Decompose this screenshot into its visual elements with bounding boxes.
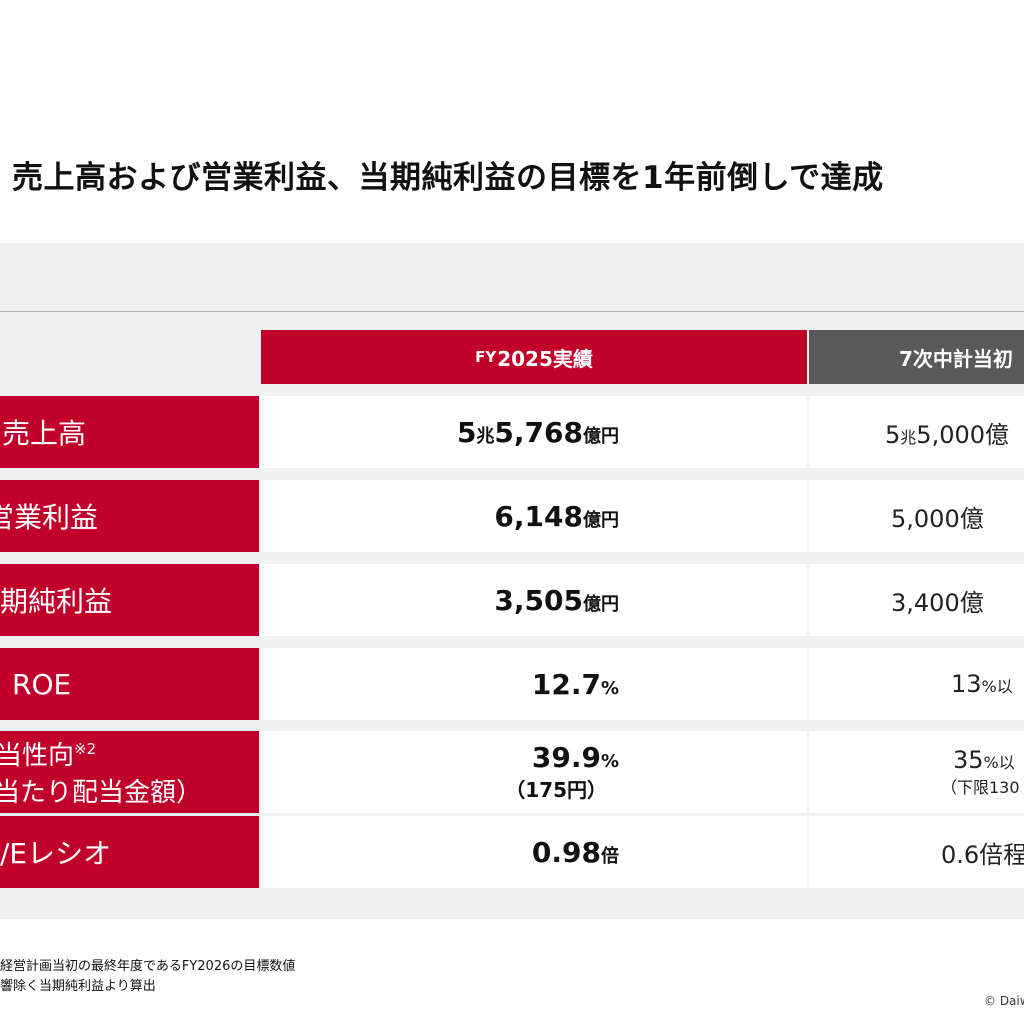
- value-text: 0.98倍: [531, 835, 619, 869]
- column-header-fy2025: FY 2025実績: [261, 330, 807, 384]
- target-text: 13%以: [951, 670, 1013, 698]
- row-label-roe: ROE: [0, 648, 259, 720]
- value-text: 12.7%: [531, 667, 619, 701]
- value-operating-income: 6,148億円: [261, 480, 807, 552]
- target-text: 3,400億: [891, 588, 984, 617]
- row-label-operating-income: 営業利益: [0, 480, 259, 552]
- target-operating-income: 5,000億: [809, 480, 1024, 552]
- column-header-plan: 7次中計当初: [809, 330, 1024, 384]
- target-payout-ratio: 35%以 （下限130: [809, 731, 1024, 813]
- target-roe: 13%以: [809, 648, 1024, 720]
- value-net-income: 3,505億円: [261, 564, 807, 636]
- target-subtext: （下限130: [941, 778, 1020, 797]
- value-text: 5兆5,768億円: [456, 415, 619, 449]
- row-label-text: /Eレシオ: [0, 837, 112, 870]
- header-main-label: 2025実績: [497, 346, 593, 371]
- row-label-text: ROE: [12, 667, 72, 701]
- target-net-income: 3,400億: [809, 564, 1024, 636]
- row-label-line1: 当性向※2: [0, 740, 97, 771]
- value-payout-ratio: 39.9% （175円）: [261, 731, 807, 813]
- row-label-text: 営業利益: [0, 501, 99, 534]
- dividend-per-share: （175円）: [505, 778, 607, 802]
- value-text: 3,505億円: [494, 583, 619, 617]
- row-label-line2: 当たり配当金額）: [0, 778, 203, 808]
- target-text: 35%以: [953, 746, 1015, 774]
- footnote-1: 経営計画当初の最終年度であるFY2026の目標数値: [0, 959, 296, 974]
- target-de-ratio: 0.6倍程: [809, 816, 1024, 888]
- target-sales: 5兆5,000億: [809, 396, 1024, 468]
- header-side-label: 7次中計当初: [899, 346, 1013, 371]
- row-label-de-ratio: /Eレシオ: [0, 816, 259, 888]
- page-title: 売上高および営業利益、当期純利益の目標を1年前倒しで達成: [12, 160, 884, 196]
- row-label-sales: 売上高: [0, 396, 259, 468]
- header-fy-prefix: FY: [475, 348, 497, 366]
- target-text: 5,000億: [891, 504, 984, 533]
- divider: [0, 311, 1024, 312]
- row-label-payout-ratio: 当性向※2 当たり配当金額）: [0, 731, 259, 813]
- value-de-ratio: 0.98倍: [261, 816, 807, 888]
- value-text: 39.9%: [531, 741, 619, 774]
- value-sales: 5兆5,768億円: [261, 396, 807, 468]
- target-text: 5兆5,000億: [885, 420, 1010, 449]
- row-label-text: 期純利益: [0, 585, 113, 618]
- row-label-net-income: 期純利益: [0, 564, 259, 636]
- value-text: 6,148億円: [494, 499, 619, 533]
- target-text: 0.6倍程: [941, 840, 1024, 869]
- footnote-2: 響除く当期純利益より算出: [0, 979, 156, 994]
- copyright: © Daiw: [984, 994, 1024, 1008]
- value-roe: 12.7%: [261, 648, 807, 720]
- row-label-text: 売上高: [2, 417, 87, 450]
